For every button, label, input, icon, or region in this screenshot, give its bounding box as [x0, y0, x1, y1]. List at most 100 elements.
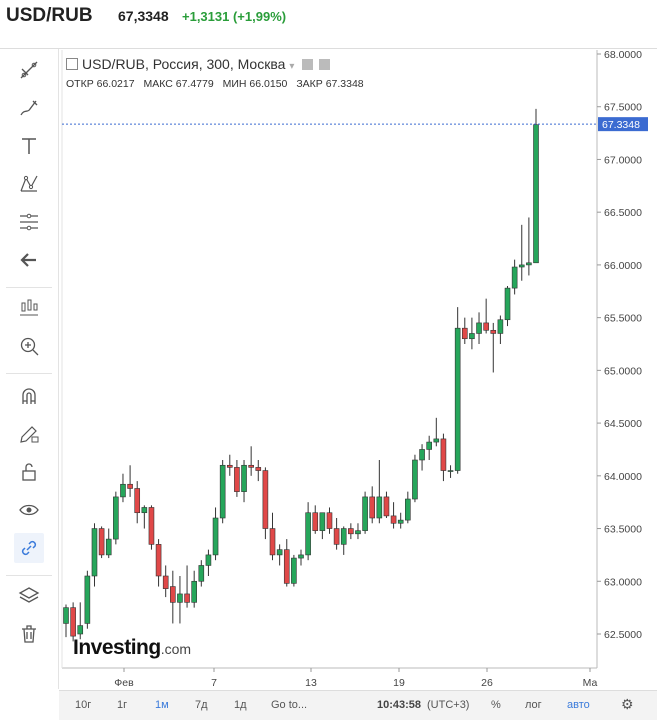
candle-body [212, 517, 219, 556]
candle-body [397, 519, 404, 524]
candle-body [433, 438, 440, 443]
candle-body [504, 287, 511, 321]
range-1m-button[interactable]: 1м [155, 699, 169, 711]
range-1d-button[interactable]: 1д [234, 699, 247, 711]
pencil-lock-icon[interactable] [14, 419, 44, 449]
candle-body [283, 549, 290, 584]
candle-body [412, 459, 418, 500]
clock-time: 10:43:58 [377, 699, 422, 711]
price-change: +1,3131 (+1,99%) [182, 9, 287, 24]
candle-body [84, 575, 91, 624]
y-tick-label: 67.0000 [604, 154, 642, 166]
y-tick-label: 64.0000 [604, 471, 642, 483]
chart-legend-title: USD/RUB, Россия, 300, Москва ▾ [66, 56, 331, 72]
trend-line-icon[interactable] [14, 55, 44, 85]
candle-body [511, 266, 518, 289]
candle-body [340, 528, 347, 545]
y-tick-label: 66.5000 [604, 207, 642, 219]
range-10y-button[interactable]: 10г [75, 699, 92, 711]
measure-icon[interactable] [14, 293, 44, 323]
layers-icon[interactable] [14, 581, 44, 611]
x-tick-label: Фев [114, 677, 134, 689]
candle-body [333, 528, 340, 545]
fib-icon[interactable] [14, 207, 44, 237]
log-toggle[interactable]: лог [525, 699, 542, 711]
candle-body [162, 575, 169, 589]
candle-body [205, 554, 212, 566]
x-tick-label: 19 [393, 677, 405, 689]
candle-body [148, 507, 155, 545]
candle-body [198, 565, 205, 582]
candle-body [184, 593, 190, 603]
bottom-toolbar: 10г 1г 1м 7д 1д Go to... 10:43:58 (UTC+3… [59, 690, 657, 720]
magnet-icon[interactable] [14, 381, 44, 411]
link-icon[interactable] [14, 533, 44, 563]
candle-body [490, 329, 497, 334]
last-price-tag [598, 117, 648, 132]
candle-body [319, 512, 326, 531]
goto-button[interactable]: Go to... [271, 699, 308, 711]
y-tick-label: 68.0000 [604, 49, 642, 61]
ohlc-open: ОТКР 66.0217 [66, 78, 135, 90]
brush-icon[interactable] [14, 93, 44, 123]
quote-header: USD/RUB 67,3348 +1,3131 (+1,99%) [0, 0, 657, 40]
ohlc-high: МАКС 67.4779 [143, 78, 214, 90]
auto-toggle[interactable]: авто [567, 699, 590, 711]
candle-body [518, 264, 525, 268]
candle-body [533, 124, 539, 264]
settings-icon[interactable] [302, 59, 314, 70]
candle-body [469, 333, 475, 340]
y-tick-label: 65.5000 [604, 313, 642, 325]
candle-body [369, 496, 376, 519]
last-price: 67,3348 [118, 8, 169, 24]
candle-body [440, 438, 447, 471]
candle-body [98, 528, 105, 556]
candle-body [497, 319, 504, 334]
candle-body [155, 544, 162, 577]
y-tick-label: 63.0000 [604, 576, 642, 588]
text-icon[interactable] [14, 131, 44, 161]
close-icon[interactable] [319, 59, 331, 70]
candle-body [298, 554, 304, 559]
candle-body [405, 498, 411, 521]
candle-body [241, 464, 247, 492]
candle-body [91, 528, 98, 577]
candle-body [269, 528, 276, 556]
timezone[interactable]: (UTC+3) [427, 699, 470, 711]
last-price-label: 67.3348 [602, 119, 640, 131]
pattern-icon[interactable] [14, 169, 44, 199]
back-arrow-icon[interactable] [14, 245, 44, 275]
y-tick-label: 63.5000 [604, 524, 642, 536]
x-tick-label: 26 [481, 677, 493, 689]
dropdown-icon[interactable]: ▾ [289, 61, 295, 72]
y-tick-label: 66.0000 [604, 260, 642, 272]
y-tick-label: 65.0000 [604, 365, 642, 377]
range-7d-button[interactable]: 7д [195, 699, 208, 711]
collapse-icon[interactable] [66, 58, 78, 70]
zoom-in-icon[interactable] [14, 331, 44, 361]
candle-body [191, 580, 197, 603]
unlock-icon[interactable] [14, 457, 44, 487]
candle-body [177, 593, 183, 603]
percent-toggle[interactable]: % [491, 699, 501, 711]
candle-body [255, 467, 262, 471]
ohlc-close: ЗАКР 67.3348 [296, 78, 364, 90]
y-tick-label: 62.5000 [604, 629, 642, 641]
candle-body [326, 512, 333, 529]
candle-body [77, 625, 84, 635]
x-tick-label: 13 [305, 677, 317, 689]
x-tick-label: Ма [583, 677, 598, 689]
x-tick-label: 7 [211, 677, 217, 689]
candle-body [105, 538, 112, 556]
pair-name: USD/RUB [6, 5, 93, 26]
candle-body [526, 262, 532, 266]
range-1y-button[interactable]: 1г [117, 699, 128, 711]
eye-icon[interactable] [14, 495, 44, 525]
candle-body [219, 464, 226, 519]
trash-icon[interactable] [14, 619, 44, 649]
gear-icon[interactable]: ⚙ [621, 696, 634, 712]
candle-body [362, 496, 368, 531]
candle-body [383, 496, 390, 517]
drawing-toolbar [0, 49, 59, 689]
